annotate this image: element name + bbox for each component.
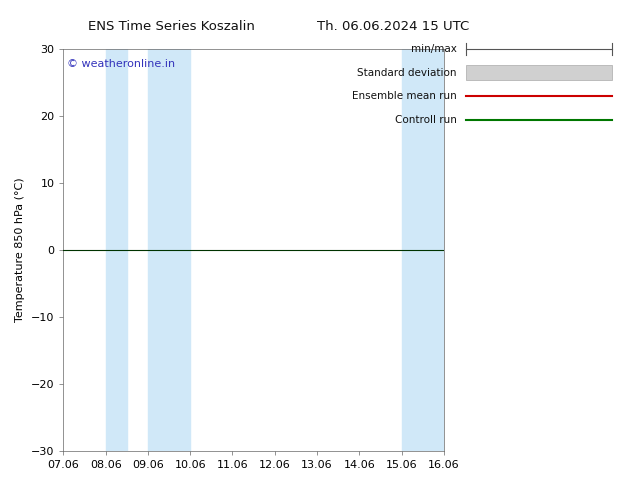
- Text: © weatheronline.in: © weatheronline.in: [67, 59, 176, 69]
- Bar: [401, 49, 444, 451]
- Y-axis label: Temperature 850 hPa (°C): Temperature 850 hPa (°C): [15, 177, 25, 322]
- Bar: [148, 49, 190, 451]
- Text: Standard deviation: Standard deviation: [357, 68, 456, 77]
- Text: Ensemble mean run: Ensemble mean run: [352, 91, 456, 101]
- Text: ENS Time Series Koszalin: ENS Time Series Koszalin: [87, 20, 255, 33]
- Bar: [106, 49, 127, 451]
- Text: min/max: min/max: [411, 44, 456, 54]
- Text: Controll run: Controll run: [394, 115, 456, 124]
- Text: Th. 06.06.2024 15 UTC: Th. 06.06.2024 15 UTC: [317, 20, 469, 33]
